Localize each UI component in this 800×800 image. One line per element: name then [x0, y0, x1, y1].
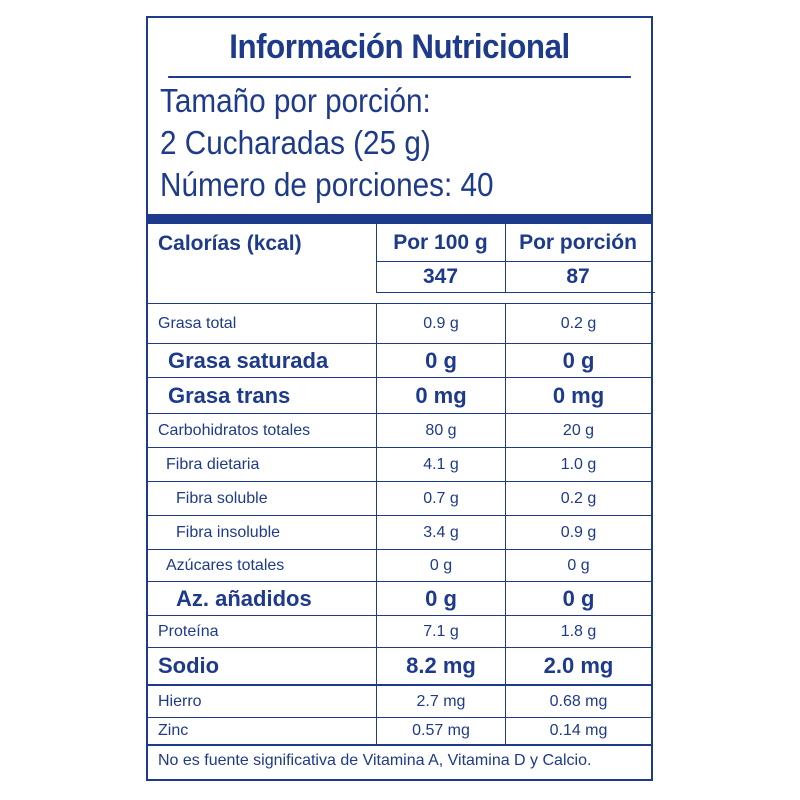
table-row: Grasa trans 0 mg 0 mg — [148, 378, 651, 414]
column-divider — [376, 224, 377, 292]
table-row: Proteína 7.1 g 1.8 g — [148, 616, 651, 648]
nutrient-name: Hierro — [158, 692, 202, 710]
col-header-per-serving: Por porción — [505, 224, 651, 262]
value-per-serving: 0.2 g — [505, 482, 651, 515]
value-per-serving: 0 g — [505, 344, 651, 377]
value-per-100g: 2.7 mg — [376, 686, 505, 717]
value-per-100g: 3.4 g — [376, 516, 505, 549]
nutrient-name: Sodio — [158, 653, 220, 678]
value-per-100g: 0.57 mg — [376, 718, 505, 744]
serving-info: Tamaño por porción: 2 Cucharadas (25 g) … — [160, 80, 592, 206]
table-row: Azúcares totales 0 g 0 g — [148, 550, 651, 582]
calories-underline — [376, 292, 655, 293]
value-per-100g: 7.1 g — [376, 616, 505, 647]
value-per-serving: 0.14 mg — [505, 718, 651, 744]
nutrition-facts-panel: Información Nutricional Tamaño por porci… — [146, 16, 655, 781]
value-per-serving: 0 g — [505, 550, 651, 581]
calories-per-serving: 87 — [566, 265, 590, 288]
value-per-serving: 0 mg — [505, 378, 651, 413]
value-per-serving: 0 g — [505, 582, 651, 615]
nutrient-name: Proteína — [158, 622, 219, 640]
value-per-100g: 0 g — [376, 550, 505, 581]
value-per-serving: 0.68 mg — [505, 686, 651, 717]
nutrient-name: Azúcares totales — [166, 556, 285, 574]
serving-size-label: Tamaño por porción: — [160, 82, 431, 119]
table-row: Zinc 0.57 mg 0.14 mg — [148, 718, 651, 746]
table-row: Fibra soluble 0.7 g 0.2 g — [148, 482, 651, 516]
col-header-per-100g: Por 100 g — [376, 224, 505, 262]
calories-header: Calorías (kcal) Por 100 g Por porción 34… — [148, 224, 655, 304]
thick-divider — [148, 214, 651, 224]
value-per-serving: 20 g — [505, 414, 651, 447]
value-per-serving: 0.2 g — [505, 304, 651, 343]
value-per-serving: 0.9 g — [505, 516, 651, 549]
value-per-100g: 0 g — [376, 582, 505, 615]
nutrient-name: Zinc — [158, 722, 189, 739]
nutrient-name: Grasa saturada — [168, 347, 329, 373]
nutrient-name: Carbohidratos totales — [158, 421, 311, 439]
footer-note: No es fuente significativa de Vitamina A… — [158, 752, 592, 769]
table-row: Grasa saturada 0 g 0 g — [148, 344, 651, 378]
table-row: Fibra insoluble 3.4 g 0.9 g — [148, 516, 651, 550]
table-row: Az. añadidos 0 g 0 g — [148, 582, 651, 616]
calories-per-100g: 347 — [422, 265, 459, 288]
nutrient-name: Fibra soluble — [176, 489, 268, 507]
table-row: Hierro 2.7 mg 0.68 mg — [148, 686, 651, 718]
value-per-100g: 4.1 g — [376, 448, 505, 481]
value-per-100g: 0.9 g — [376, 304, 505, 343]
value-per-100g: 80 g — [376, 414, 505, 447]
column-divider — [505, 224, 506, 292]
nutrient-name: Grasa trans — [168, 382, 291, 408]
nutrient-name: Fibra insoluble — [176, 523, 281, 541]
calories-label: Calorías (kcal) — [158, 232, 302, 255]
value-per-serving: 2.0 mg — [505, 648, 651, 684]
servings-count: Número de porciones: 40 — [160, 166, 494, 203]
nutrient-name: Fibra dietaria — [166, 455, 260, 473]
table-row: Carbohidratos totales 80 g 20 g — [148, 414, 651, 448]
panel-title: Información Nutricional — [168, 18, 631, 78]
value-per-100g: 0 mg — [376, 378, 505, 413]
value-per-serving: 1.8 g — [505, 616, 651, 647]
table-row: Sodio 8.2 mg 2.0 mg — [148, 648, 651, 686]
value-per-serving: 1.0 g — [505, 448, 651, 481]
nutrient-name: Grasa total — [158, 314, 237, 332]
serving-size-value: 2 Cucharadas (25 g) — [160, 124, 431, 161]
nutrient-name: Az. añadidos — [176, 585, 312, 611]
table-row: Fibra dietaria 4.1 g 1.0 g — [148, 448, 651, 482]
value-per-100g: 8.2 mg — [376, 648, 505, 684]
value-per-100g: 0 g — [376, 344, 505, 377]
value-per-100g: 0.7 g — [376, 482, 505, 515]
table-row: Grasa total 0.9 g 0.2 g — [148, 304, 651, 344]
